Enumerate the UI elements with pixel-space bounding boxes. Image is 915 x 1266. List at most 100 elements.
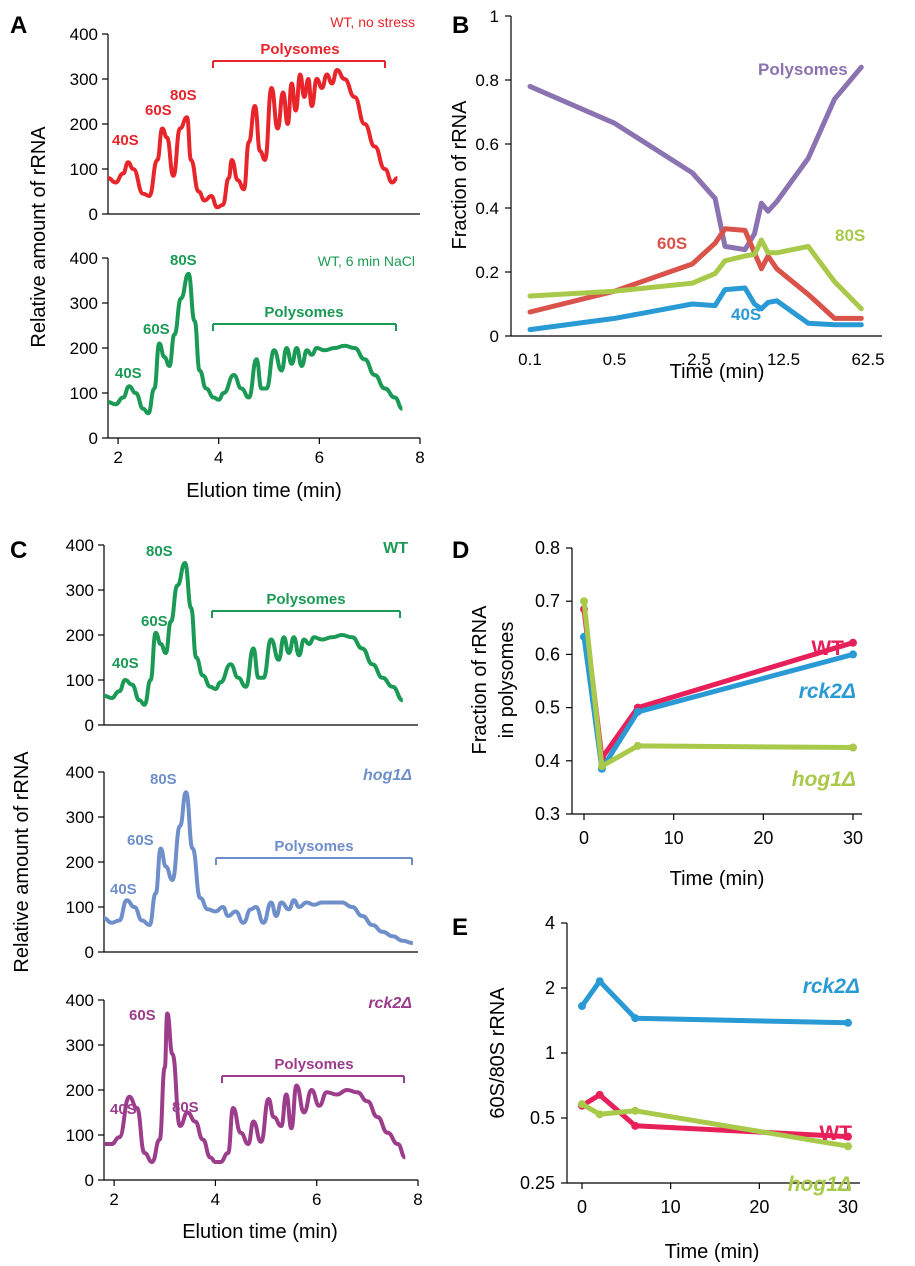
data-point <box>595 977 604 986</box>
peak-label-80s: 80S <box>170 252 197 269</box>
x-tick-label: 6 <box>315 448 324 467</box>
data-point <box>844 1142 852 1151</box>
panel-a-top-axes: 0 100 200 300 400 <box>70 25 420 224</box>
x-axis-label-d: Time (min) <box>670 868 765 890</box>
x-tick-label: 4 <box>214 448 223 467</box>
polysome-label: Polysomes <box>274 1056 353 1073</box>
data-point <box>722 244 728 249</box>
panel-letter-a: A <box>10 12 27 39</box>
y-tick-label: 0.6 <box>535 644 560 664</box>
data-point <box>612 316 617 321</box>
peak-label-40s: 40S <box>112 132 139 149</box>
subtitle-rck2: rck2Δ <box>368 995 412 1012</box>
x-tick-label: 20 <box>753 828 773 848</box>
y-tick-label: 0 <box>89 429 98 448</box>
panel-b-axes: 0 0.2 0.4 0.6 0.8 1 0.1 0.5 2.5 12.5 62.5 <box>475 7 884 369</box>
y-axis-label-e: 60S/80S rRNA <box>487 987 509 1119</box>
data-point <box>849 638 857 647</box>
polysome-label: Polysomes <box>266 591 345 608</box>
x-tick-label: 10 <box>664 828 684 848</box>
data-point <box>742 247 748 252</box>
data-point <box>527 84 533 89</box>
data-point <box>859 65 864 70</box>
y-tick-label: 200 <box>66 626 94 645</box>
data-point <box>759 201 764 206</box>
peak-label-60s: 60S <box>129 1007 156 1024</box>
y-tick-label: 0 <box>85 1171 94 1190</box>
y-tick-label: 0.8 <box>535 538 560 558</box>
data-point <box>631 1106 640 1115</box>
panel-letter-d: D <box>452 537 469 564</box>
data-point <box>690 281 695 286</box>
x-tick-label: 30 <box>843 828 863 848</box>
y-tick-label: 300 <box>70 294 98 313</box>
data-point <box>690 301 695 307</box>
series-line-wt-no-stress <box>107 68 398 210</box>
y-tick-label: 0.2 <box>475 263 499 282</box>
y-axis-label-d-line-1: Fraction of rRNA <box>469 605 491 755</box>
data-point <box>742 253 748 259</box>
y-tick-label: 0.8 <box>475 71 499 90</box>
subtitle-wt: WT <box>383 540 408 557</box>
peak-label-40s: 40S <box>115 365 142 382</box>
series-line-polysomes <box>527 64 864 253</box>
y-tick-label: 200 <box>70 339 98 358</box>
series-label-80s: 80S <box>835 226 865 245</box>
data-point <box>631 1121 640 1130</box>
data-point <box>765 250 771 255</box>
y-tick-label: 2 <box>545 978 555 998</box>
series-line <box>579 1101 851 1149</box>
x-axis-label-c: Elution time (min) <box>182 1221 338 1243</box>
data-point <box>580 597 588 606</box>
x-axis-label-a: Elution time (min) <box>186 480 342 502</box>
y-tick-label: 300 <box>66 1036 94 1055</box>
data-point <box>712 303 718 308</box>
x-tick-label: 0.5 <box>603 350 627 369</box>
y-axis-label-d-line-2: in polysomes <box>496 622 518 739</box>
data-point <box>832 97 837 102</box>
x-tick-label: 62.5 <box>851 350 884 369</box>
data-point <box>774 266 779 271</box>
y-tick-label: 300 <box>66 581 94 600</box>
y-tick-label: 100 <box>66 1126 94 1145</box>
y-tick-label: 400 <box>66 536 94 555</box>
data-point <box>752 231 757 236</box>
panel-letter-e: E <box>452 914 468 941</box>
data-point <box>759 237 764 243</box>
y-axis-label-d: Fraction of rRNA in polysomes <box>469 605 518 755</box>
y-axis-label-b: Fraction of rRNA <box>449 100 471 250</box>
data-point <box>805 156 811 161</box>
peak-label-40s: 40S <box>110 1101 137 1118</box>
x-tick-label: 20 <box>749 1197 769 1217</box>
peak-label-60s: 60S <box>141 613 168 630</box>
data-point <box>832 316 837 321</box>
y-tick-label: 0.4 <box>535 751 560 771</box>
y-tick-label: 0.6 <box>475 135 499 154</box>
data-point <box>752 301 757 307</box>
data-point <box>805 244 811 249</box>
data-point <box>765 209 771 214</box>
data-point <box>612 121 617 126</box>
x-tick-label: 8 <box>413 1190 422 1209</box>
data-point <box>722 287 728 292</box>
y-tick-label: 4 <box>545 913 555 933</box>
x-tick-label: 2.5 <box>687 350 711 369</box>
panel-c-middle-axes: 0 100 200 300 400 <box>66 763 418 962</box>
data-point <box>849 743 857 752</box>
peak-label-80s: 80S <box>146 543 173 560</box>
data-point <box>722 226 728 231</box>
y-tick-label: 400 <box>70 25 98 44</box>
y-tick-label: 400 <box>66 763 94 782</box>
series-label-polysomes: Polysomes <box>758 60 848 79</box>
y-tick-label: 0 <box>490 327 499 346</box>
data-point <box>759 306 764 311</box>
peak-label-80s: 80S <box>170 87 197 104</box>
data-point <box>690 261 695 267</box>
data-point <box>722 258 728 263</box>
y-tick-label: 100 <box>70 160 98 179</box>
series-line-c-wt <box>103 561 404 707</box>
data-point <box>805 292 811 297</box>
panel-e-axes: 0.25 0.5 1 2 4 0 10 20 30 <box>520 913 860 1217</box>
data-point <box>712 196 718 201</box>
